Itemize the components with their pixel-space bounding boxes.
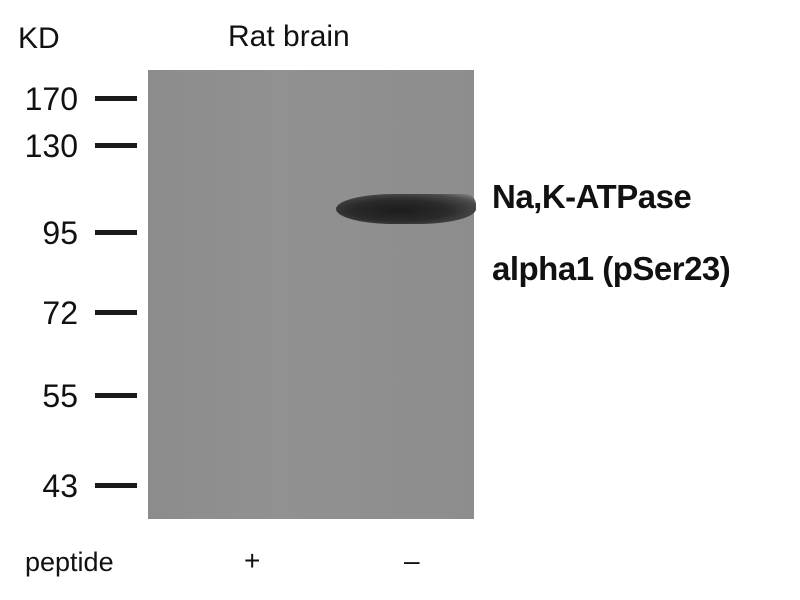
marker-label-130: 130	[24, 128, 78, 164]
lane-1-peptide: +	[244, 545, 261, 576]
marker-label-55: 55	[42, 378, 78, 414]
marker-tick-170	[95, 96, 137, 101]
target-label-line1: Na,K-ATPase	[492, 178, 692, 215]
marker-tick-55	[95, 393, 137, 398]
peptide-label: peptide	[25, 547, 114, 577]
units-label: KD	[18, 22, 60, 55]
marker-tick-43	[95, 483, 137, 488]
target-label-line2: alpha1 (pSer23)	[492, 250, 731, 287]
marker-label-43: 43	[42, 468, 78, 504]
lane-2-peptide: –	[404, 545, 420, 576]
protein-band	[336, 194, 476, 224]
marker-label-170: 170	[24, 81, 78, 117]
marker-label-95: 95	[42, 215, 78, 251]
marker-tick-72	[95, 310, 137, 315]
marker-tick-95	[95, 230, 137, 235]
marker-label-72: 72	[42, 295, 78, 331]
blot-membrane	[148, 70, 476, 519]
marker-tick-130	[95, 143, 137, 148]
sample-label: Rat brain	[228, 20, 350, 53]
